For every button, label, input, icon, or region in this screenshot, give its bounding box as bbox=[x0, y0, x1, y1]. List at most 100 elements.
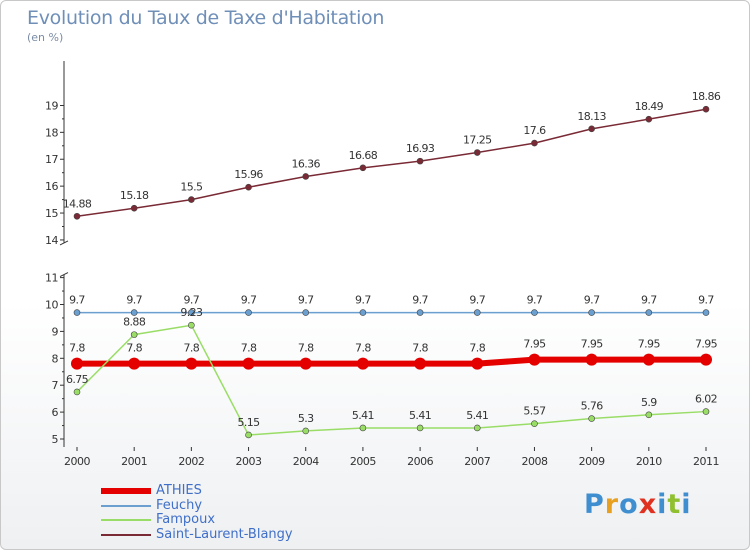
data-label-athies: 7.8 bbox=[412, 342, 428, 355]
data-point-athies bbox=[185, 357, 198, 370]
y-tick-label: 14 bbox=[45, 234, 58, 247]
data-point-fampoux bbox=[130, 331, 138, 338]
data-point-feuchy bbox=[645, 309, 653, 316]
data-label-saint-laurent-blangy: 16.68 bbox=[349, 149, 378, 162]
data-label-athies: 7.8 bbox=[69, 342, 85, 355]
data-point-feuchy bbox=[188, 309, 195, 316]
data-label-feuchy: 9.7 bbox=[126, 294, 142, 307]
data-label-feuchy: 9.7 bbox=[527, 294, 543, 307]
data-point-feuchy bbox=[588, 309, 595, 316]
logo-letter: r bbox=[604, 489, 620, 520]
data-point-fampoux bbox=[245, 431, 252, 439]
data-point-saint-laurent-blangy bbox=[359, 164, 367, 172]
data-point-fampoux bbox=[588, 415, 595, 422]
y-tick-label: 9 bbox=[52, 325, 59, 338]
logo-letter: P bbox=[584, 489, 605, 520]
series-line-athies bbox=[77, 356, 706, 367]
data-label-saint-laurent-blangy: 18.13 bbox=[577, 110, 606, 123]
data-point-athies bbox=[700, 353, 712, 366]
data-label-fampoux: 5.76 bbox=[581, 400, 604, 413]
x-tick-label: 2001 bbox=[121, 455, 147, 468]
data-point-feuchy bbox=[130, 309, 138, 316]
data-label-feuchy: 9.7 bbox=[69, 294, 85, 307]
data-point-fampoux bbox=[702, 408, 710, 415]
y-tick-label: 10 bbox=[45, 299, 58, 312]
data-point-athies bbox=[414, 357, 427, 370]
data-point-fampoux bbox=[645, 411, 653, 419]
proxiti-logo: Proxiti bbox=[584, 489, 692, 520]
data-label-athies: 7.95 bbox=[638, 338, 661, 351]
data-point-fampoux bbox=[359, 424, 367, 432]
data-point-feuchy bbox=[245, 309, 252, 316]
series-line-saint-laurent-blangy bbox=[76, 108, 707, 218]
legend-item-feuchy: Feuchy bbox=[101, 497, 361, 513]
y-tick-label: 17 bbox=[45, 153, 58, 166]
y-tick-label: 18 bbox=[45, 126, 58, 139]
data-label-feuchy: 9.7 bbox=[241, 294, 257, 307]
chart-title: Evolution du Taux de Taxe d'Habitation bbox=[27, 7, 385, 29]
data-label-saint-laurent-blangy: 17.25 bbox=[463, 134, 492, 147]
data-label-athies: 7.8 bbox=[126, 342, 142, 355]
data-label-fampoux: 5.41 bbox=[409, 409, 431, 422]
x-tick-label: 2006 bbox=[407, 455, 433, 468]
data-label-athies: 7.8 bbox=[469, 342, 485, 355]
data-point-saint-laurent-blangy bbox=[473, 149, 481, 156]
data-label-feuchy: 9.7 bbox=[412, 294, 428, 307]
logo-letter: i bbox=[681, 489, 692, 520]
data-point-athies bbox=[128, 357, 141, 370]
x-tick-label: 2007 bbox=[464, 455, 490, 468]
y-tick-label: 7 bbox=[52, 379, 59, 392]
data-label-saint-laurent-blangy: 16.93 bbox=[406, 142, 435, 155]
series-line-fampoux bbox=[76, 324, 707, 436]
logo-letter: x bbox=[638, 489, 658, 520]
data-point-saint-laurent-blangy bbox=[531, 139, 538, 147]
data-label-saint-laurent-blangy: 14.88 bbox=[63, 197, 92, 210]
data-point-feuchy bbox=[416, 309, 424, 316]
y-tick-label: 16 bbox=[45, 180, 58, 193]
data-point-athies bbox=[71, 357, 83, 370]
data-label-fampoux: 9.23 bbox=[180, 306, 203, 319]
data-label-feuchy: 9.7 bbox=[698, 294, 714, 307]
data-point-saint-laurent-blangy bbox=[302, 173, 310, 180]
legend-label: Saint-Laurent-Blangy bbox=[156, 526, 293, 542]
data-point-fampoux bbox=[531, 420, 538, 427]
data-label-feuchy: 9.7 bbox=[469, 294, 485, 307]
x-tick-label: 2010 bbox=[636, 455, 662, 468]
data-point-athies bbox=[471, 357, 484, 370]
legend-item-saint-laurent-blangy: Saint-Laurent-Blangy bbox=[101, 526, 361, 542]
data-point-athies bbox=[356, 357, 369, 370]
data-point-saint-laurent-blangy bbox=[188, 196, 195, 203]
data-label-saint-laurent-blangy: 17.6 bbox=[523, 124, 546, 137]
data-label-fampoux: 5.41 bbox=[466, 409, 488, 422]
data-point-saint-laurent-blangy bbox=[588, 125, 595, 133]
data-label-athies: 7.8 bbox=[241, 342, 257, 355]
legend-label: Fampoux bbox=[156, 512, 216, 527]
data-label-fampoux: 5.9 bbox=[641, 396, 657, 409]
legend-label: Feuchy bbox=[156, 497, 203, 513]
data-point-feuchy bbox=[302, 309, 310, 316]
data-label-saint-laurent-blangy: 15.18 bbox=[120, 189, 149, 202]
data-point-fampoux bbox=[473, 424, 481, 432]
chart-subtitle: (en %) bbox=[27, 31, 64, 44]
data-point-feuchy bbox=[73, 309, 81, 316]
data-label-saint-laurent-blangy: 16.36 bbox=[291, 157, 320, 170]
x-tick-label: 2002 bbox=[178, 455, 204, 468]
data-label-athies: 7.95 bbox=[581, 338, 604, 351]
y-tick-label: 15 bbox=[45, 207, 58, 220]
data-point-athies bbox=[528, 353, 541, 366]
data-point-fampoux bbox=[302, 427, 310, 435]
data-label-fampoux: 5.57 bbox=[523, 405, 546, 418]
data-label-fampoux: 5.3 bbox=[298, 412, 314, 425]
legend-item-fampoux: Fampoux bbox=[101, 512, 361, 527]
data-point-saint-laurent-blangy bbox=[416, 157, 424, 165]
axis-break-gap bbox=[59, 242, 69, 275]
x-tick-label: 2009 bbox=[579, 455, 605, 468]
data-label-saint-laurent-blangy: 15.5 bbox=[180, 181, 203, 194]
data-label-athies: 7.95 bbox=[523, 338, 546, 351]
data-point-feuchy bbox=[359, 309, 367, 316]
axis-break-mark bbox=[59, 272, 69, 278]
legend-swatch bbox=[101, 504, 151, 507]
y-tick-label: 8 bbox=[52, 352, 59, 365]
data-point-athies bbox=[242, 357, 255, 370]
data-label-athies: 7.8 bbox=[298, 342, 314, 355]
